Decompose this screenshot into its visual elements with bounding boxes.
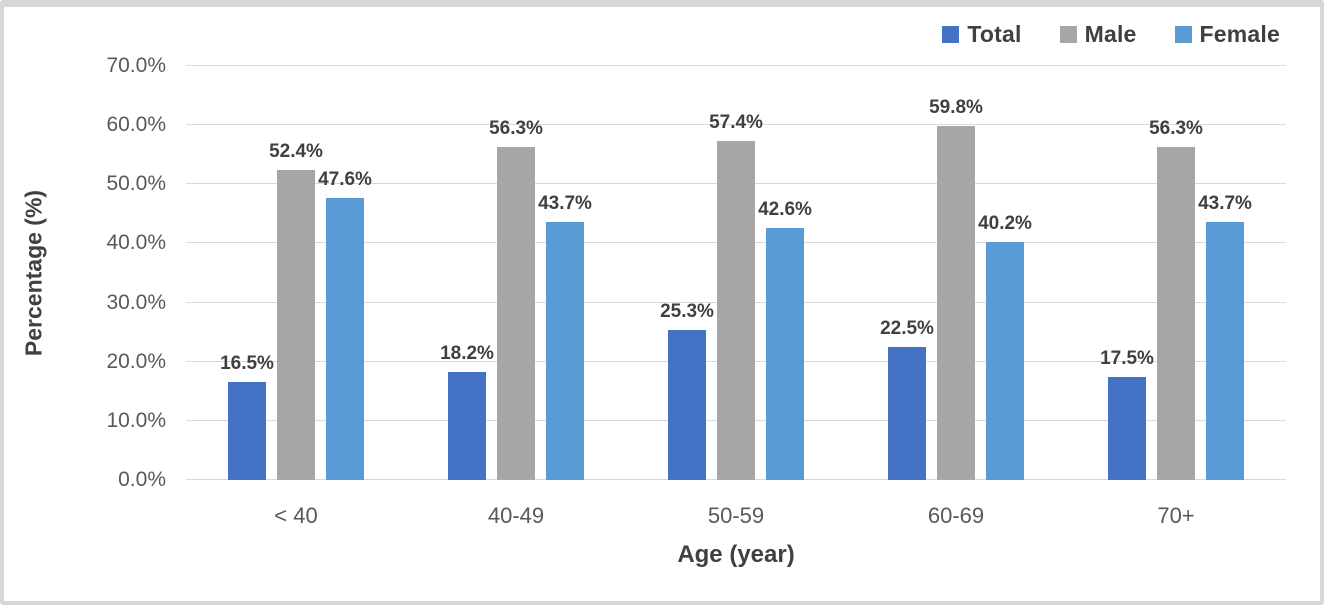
bar-value-label: 25.3% [660,301,714,323]
bar-male [937,126,975,480]
bar-value-label: 59.8% [929,97,983,119]
bar-column-female: 42.6% [758,66,812,480]
bar-value-label: 52.4% [269,141,323,163]
legend-item-female: Female [1174,21,1280,48]
bar-value-label: 56.3% [1149,118,1203,140]
bar-column-total: 25.3% [660,66,714,480]
y-tick-label: 20.0% [106,349,166,373]
bar-column-female: 40.2% [978,66,1032,480]
legend-item-total: Total [942,21,1021,48]
bar-female [766,228,804,480]
bar-group: 17.5% 56.3% 43.7% [1066,66,1286,480]
bar-value-label: 42.6% [758,199,812,221]
bar-value-label: 43.7% [538,192,592,214]
bar-value-label: 43.7% [1198,192,1252,214]
bar-column-total: 17.5% [1100,66,1154,480]
chart-legend: Total Male Female [942,21,1280,48]
bar-value-label: 17.5% [1100,347,1154,369]
y-axis-title: Percentage (%) [20,189,47,357]
bar-column-male: 56.3% [1149,66,1203,480]
bar-value-label: 22.5% [880,317,934,339]
y-tick-label: 0.0% [118,468,166,491]
legend-item-male: Male [1059,21,1137,48]
bar-male [497,147,535,480]
bar-column-total: 16.5% [220,66,274,480]
x-tick-label: 40-49 [487,503,545,528]
bar-group: 18.2% 56.3% 43.7% [406,66,626,480]
bar-total [888,346,926,480]
y-tick-label: 30.0% [106,290,166,314]
bar-column-female: 47.6% [318,66,372,480]
x-tick-label: 50-59 [707,503,765,528]
bar-column-female: 43.7% [538,66,592,480]
bar-value-label: 57.4% [709,111,763,133]
bar-group: 16.5% 52.4% 47.6% [186,66,406,480]
bar-female [326,198,364,480]
x-axis-title: Age (year) [677,541,795,568]
bar-value-label: 40.2% [978,213,1032,235]
legend-label: Female [1199,21,1280,47]
bar-group: 22.5% 59.8% 40.2% [846,66,1066,480]
bar-total [1108,376,1146,480]
x-tick-label: < 40 [274,503,318,528]
bar-column-male: 52.4% [269,66,323,480]
bar-column-total: 18.2% [440,66,494,480]
bar-male [717,140,755,480]
bar-female [1206,221,1244,480]
legend-swatch-icon [1059,26,1077,43]
y-tick-label: 10.0% [106,408,166,432]
bar-value-label: 16.5% [220,353,274,375]
bar-male [277,170,315,480]
bar-column-male: 59.8% [929,66,983,480]
bar-total [448,372,486,480]
bar-total [228,382,266,480]
bar-group: 25.3% 57.4% 42.6% [626,66,846,480]
y-tick-label: 70.0% [106,54,166,77]
legend-label: Male [1084,21,1137,47]
gridline [186,124,1286,126]
y-tick-label: 40.0% [106,231,166,255]
bar-value-label: 56.3% [489,118,543,140]
bar-value-label: 47.6% [318,169,372,191]
legend-swatch-icon [942,26,960,43]
plot-area: 16.5% 52.4% 47.6% 18.2% 56.3% 43.7% 25.3% 57.4%… [186,65,1286,480]
legend-swatch-icon [1174,26,1192,43]
gridline [186,65,1286,66]
bar-total [668,330,706,480]
x-tick-label: 60-69 [927,503,985,528]
y-tick-label: 60.0% [106,113,166,137]
bar-female [986,242,1024,480]
bar-column-total: 22.5% [880,66,934,480]
bar-value-label: 18.2% [440,343,494,365]
x-tick-label: 70+ [1157,503,1195,528]
bar-female [546,221,584,480]
bar-column-male: 57.4% [709,66,763,480]
y-tick-label: 50.0% [106,172,166,196]
legend-label: Total [967,21,1022,47]
bar-column-male: 56.3% [489,66,543,480]
bar-male [1157,147,1195,480]
bar-column-female: 43.7% [1198,66,1252,480]
